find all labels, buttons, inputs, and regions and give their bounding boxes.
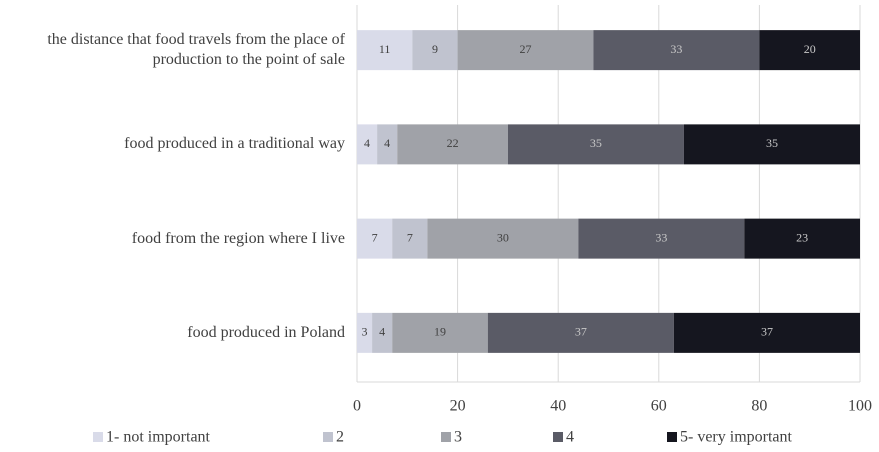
bar-segment — [673, 312, 860, 353]
x-tick-label: 100 — [848, 398, 872, 415]
legend-swatch — [323, 432, 333, 442]
category-label: food from the region where I live — [131, 229, 345, 247]
data-label: 9 — [432, 42, 438, 56]
data-label: 35 — [766, 136, 778, 150]
data-label: 7 — [407, 230, 413, 244]
data-label: 37 — [575, 325, 587, 339]
data-label: 19 — [434, 325, 446, 339]
data-label: 4 — [364, 136, 370, 150]
bar-segment — [683, 124, 860, 165]
legend-label: 1- not important — [106, 429, 211, 446]
bar-segment — [357, 30, 413, 71]
data-label: 20 — [804, 42, 816, 56]
x-tick-label: 60 — [651, 398, 667, 415]
legend-swatch — [553, 432, 563, 442]
data-label: 11 — [379, 42, 391, 56]
bar-segment — [397, 124, 508, 165]
data-label: 37 — [761, 325, 773, 339]
data-label: 35 — [590, 136, 602, 150]
x-tick-label: 40 — [550, 398, 566, 415]
bar-segment — [593, 30, 760, 71]
bar-segment — [357, 312, 373, 353]
category-label: the distance that food travels from the … — [47, 31, 345, 69]
data-label: 23 — [796, 230, 808, 244]
bar-segment — [357, 124, 378, 165]
category-label: food produced in a traditional way — [124, 135, 345, 153]
x-tick-label: 20 — [450, 398, 466, 415]
legend-swatch — [441, 432, 451, 442]
legend-label: 4 — [566, 429, 574, 446]
data-label: 7 — [372, 230, 378, 244]
data-label: 33 — [670, 42, 682, 56]
x-tick-label: 0 — [353, 398, 361, 415]
x-tick-label: 80 — [751, 398, 767, 415]
legend-swatch — [667, 432, 677, 442]
bar-segment — [377, 124, 398, 165]
data-label: 4 — [379, 325, 385, 339]
bar-segment — [357, 218, 393, 259]
bar-segment — [372, 312, 393, 353]
bar-segment — [487, 312, 674, 353]
bar-segment — [427, 218, 579, 259]
bar-segment — [507, 124, 684, 165]
legend-label: 3 — [454, 429, 462, 446]
data-label: 30 — [497, 230, 509, 244]
data-label: 4 — [384, 136, 390, 150]
bar-segment — [578, 218, 745, 259]
legend-label: 5- very important — [680, 429, 793, 446]
data-label: 22 — [447, 136, 459, 150]
bar-segment — [392, 312, 488, 353]
bar-segment — [457, 30, 594, 71]
bar-segment — [759, 30, 860, 71]
data-label: 27 — [520, 42, 532, 56]
data-label: 33 — [655, 230, 667, 244]
category-label: food produced in Poland — [187, 323, 345, 341]
bar-segment — [392, 218, 428, 259]
bar-segment — [412, 30, 458, 71]
legend-swatch — [93, 432, 103, 442]
bar-segment — [744, 218, 860, 259]
legend-label: 2 — [336, 429, 344, 446]
data-label: 3 — [362, 325, 368, 339]
